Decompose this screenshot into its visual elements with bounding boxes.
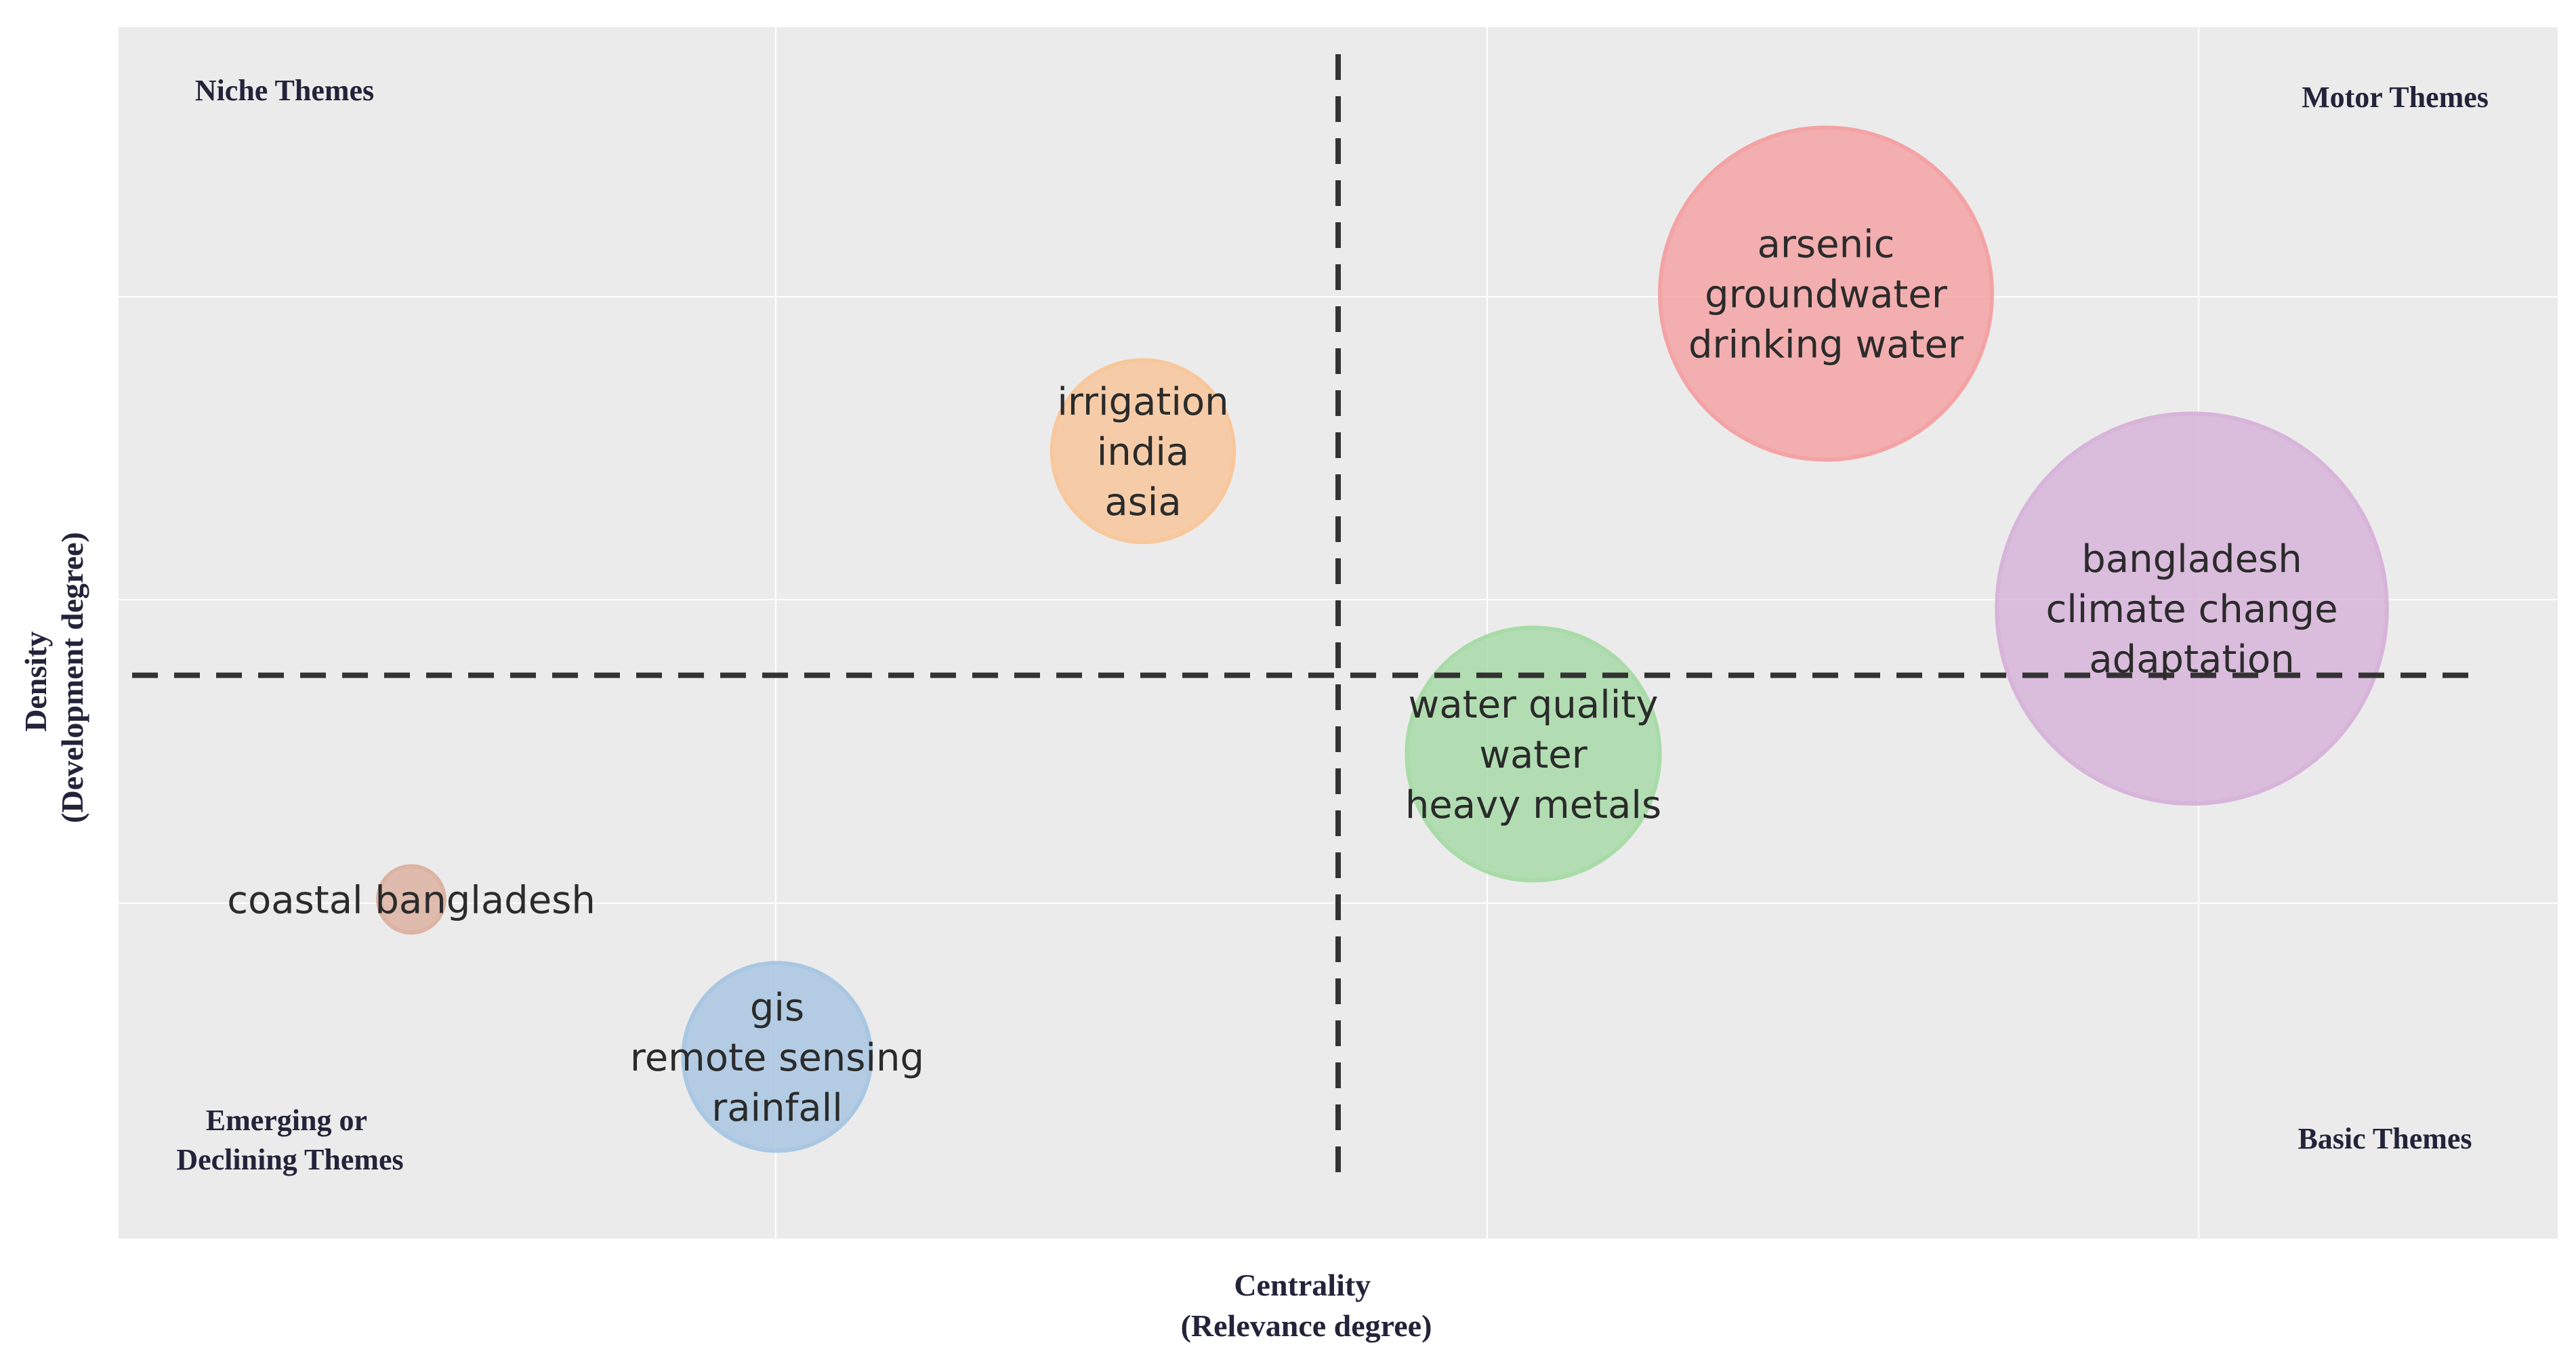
bubble-term: coastal bangladesh <box>227 878 596 922</box>
bubble-label-5: gis remote sensing rainfall <box>630 986 924 1130</box>
bubble-1 <box>1658 125 1994 462</box>
bubble-term: arsenic <box>1758 222 1895 266</box>
bubble-term: irrigation <box>1057 380 1228 424</box>
x-axis-title: Centrality (Relevance degree) <box>1181 1268 1432 1343</box>
bubble-term: rainfall <box>711 1086 843 1130</box>
reference-lines <box>132 54 2480 1182</box>
bubble-term: gis <box>750 986 804 1030</box>
bubble-term: remote sensing <box>630 1036 924 1080</box>
bubble-term: adaptation <box>2089 638 2294 682</box>
quadrant-label-top-left: Niche Themes <box>195 74 374 107</box>
bubble-term: climate change <box>2045 587 2338 631</box>
bubble-4 <box>1405 625 1662 883</box>
bubble-label-3: irrigation india asia <box>1057 380 1228 524</box>
bubble-labels: arsenic groundwater drinking water banglade… <box>227 222 2338 1129</box>
bubble-3 <box>1050 358 1237 544</box>
bubble-term: bangladesh <box>2081 537 2302 581</box>
y-axis-title: Density (Development degree) <box>18 532 89 823</box>
bubble-term: heavy metals <box>1405 783 1661 827</box>
quadrant-label-bottom-left: Emerging or Declining Themes <box>176 1104 403 1176</box>
bubble-term: water <box>1479 733 1588 777</box>
bubble-term: groundwater <box>1705 272 1948 316</box>
bubble-term: asia <box>1104 480 1181 524</box>
bubble-5 <box>681 961 873 1153</box>
bubble-label-4: water quality water heavy metals <box>1405 683 1661 827</box>
bubble-label-6: coastal bangladesh <box>227 878 596 922</box>
quadrant-label-bottom-right: Basic Themes <box>2298 1122 2472 1155</box>
bubble-label-1: arsenic groundwater drinking water <box>1688 222 1964 367</box>
bubble-label-2: bangladesh climate change adaptation <box>2045 537 2338 682</box>
bubbles <box>376 125 2389 1153</box>
bubble-2 <box>1995 411 2389 806</box>
bubble-term: drinking water <box>1688 323 1964 367</box>
bubble-term: water quality <box>1409 683 1659 727</box>
bubble-term: india <box>1097 430 1189 474</box>
bubble-6 <box>376 864 446 935</box>
quadrant-label-top-right: Motor Themes <box>2302 81 2489 114</box>
